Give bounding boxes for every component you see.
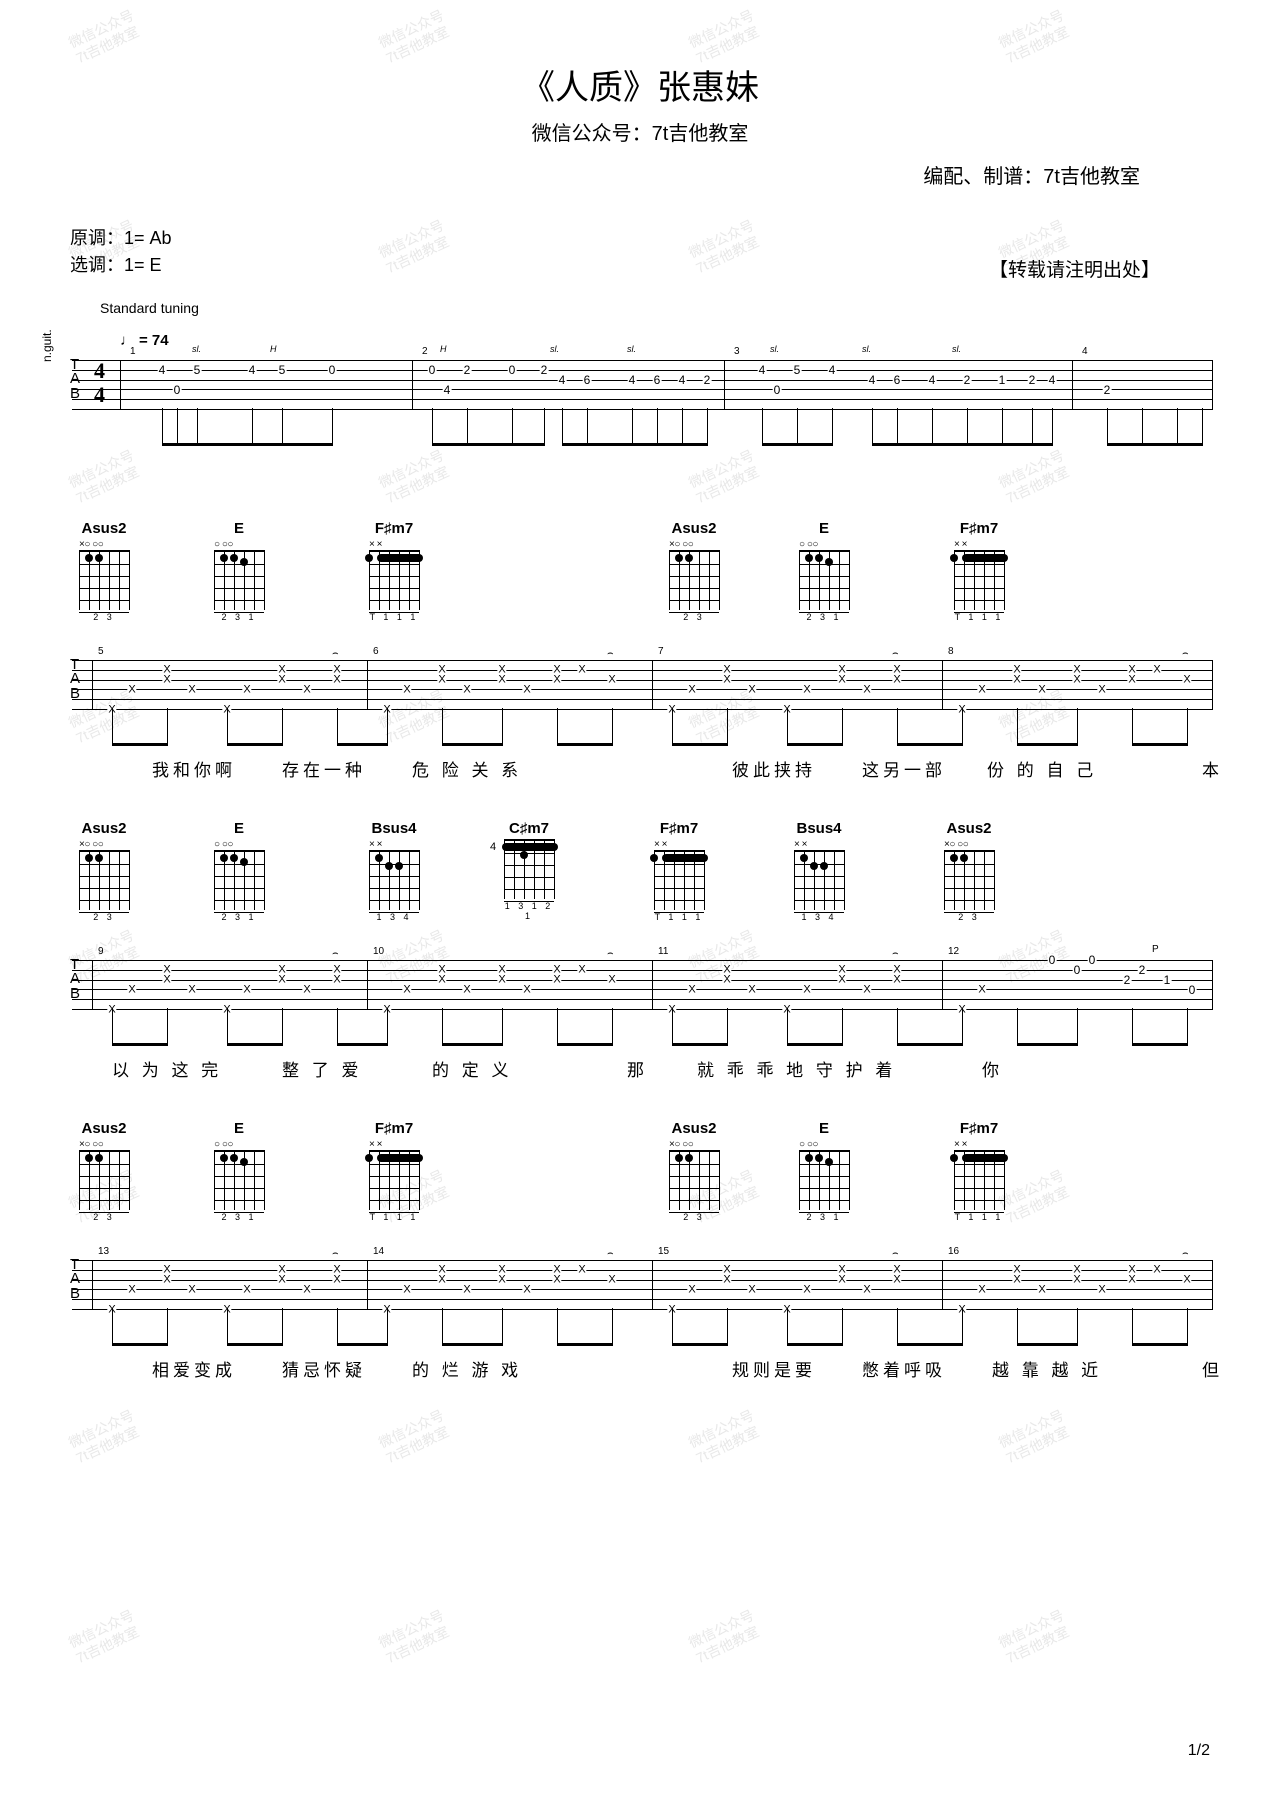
tuning: Standard tuning	[100, 300, 199, 316]
watermark: 微信公众号7t吉他教室	[686, 447, 764, 507]
lyric-segment: 的 烂 游 戏	[412, 1356, 522, 1381]
tempo: = 74	[120, 332, 169, 349]
tab-staff: TAB9101112XXXXXXXXXXXXXXXXXXXXXXXXXXXXXX…	[72, 960, 1212, 1010]
chord-row: Asus2×○ ○○2 3 E○ ○○2 3 1 F♯m7× ×T 1 1 1 Asu…	[72, 1120, 1212, 1230]
chord-diagram-Asus2: Asus2×○ ○○2 3	[77, 820, 131, 922]
chord-diagram-Csm7: C♯m741 3 1 2 1	[502, 820, 556, 921]
chord-diagram-Asus2: Asus2×○ ○○2 3	[667, 520, 721, 622]
reprint-notice: 【转载请注明出处】	[989, 255, 1160, 282]
chord-row: Asus2×○ ○○2 3 E○ ○○2 3 1 F♯m7× ×T 1 1 1 Asu…	[72, 520, 1212, 630]
key-info: 原调：1= Ab 选调：1= E	[70, 225, 172, 279]
credit: 编配、制谱：7t吉他教室	[0, 160, 1280, 189]
chord-diagram-E: E○ ○○2 3 1	[212, 520, 266, 622]
page-number: 1/2	[1188, 1742, 1210, 1760]
watermark: 微信公众号7t吉他教室	[996, 1607, 1074, 1667]
lyric-segment: 但	[1202, 1356, 1223, 1381]
chord-diagram-Asus2: Asus2×○ ○○2 3	[942, 820, 996, 922]
lyric-segment: 规则是要	[732, 1356, 816, 1381]
chord-diagram-Fsm7: F♯m7× ×T 1 1 1	[952, 520, 1006, 622]
sheet-header: 《人质》张惠妹 微信公众号：7t吉他教室	[0, 0, 1280, 146]
lyric-segment: 的 定 义	[432, 1056, 512, 1081]
chord-diagram-E: E○ ○○2 3 1	[797, 1120, 851, 1222]
watermark: 微信公众号7t吉他教室	[66, 447, 144, 507]
lyric-segment: 那	[627, 1056, 648, 1081]
chord-diagram-Fsm7: F♯m7× ×T 1 1 1	[652, 820, 706, 922]
lyric-segment: 彼此挟持	[732, 756, 816, 781]
watermark: 微信公众号7t吉他教室	[376, 217, 454, 277]
chord-diagram-E: E○ ○○2 3 1	[212, 1120, 266, 1222]
lyric-segment: 存在一种	[282, 756, 366, 781]
tab-staff: TAB13141516XXXXXXXXXXXXXXXXXXXXXXXXXXXXX…	[72, 1260, 1212, 1310]
play-key: 选调：1= E	[70, 252, 172, 279]
watermark: 微信公众号7t吉他教室	[996, 1407, 1074, 1467]
lyric-segment: 本	[1202, 756, 1223, 781]
chord-diagram-Asus2: Asus2×○ ○○2 3	[77, 520, 131, 622]
lyric-segment: 整 了 爱	[282, 1056, 362, 1081]
chord-diagram-Fsm7: F♯m7× ×T 1 1 1	[367, 1120, 421, 1222]
lyric-segment: 我和你啊	[152, 756, 236, 781]
tab-staff-intro: TAB441234sl.HHsl.sl.sl.sl.sl.45450002024…	[72, 360, 1212, 410]
lyric-segment: 就 乖 乖 地 守 护 着	[697, 1056, 896, 1081]
chord-diagram-Fsm7: F♯m7× ×T 1 1 1	[952, 1120, 1006, 1222]
watermark: 微信公众号7t吉他教室	[376, 447, 454, 507]
instrument-label: n.guit.	[40, 329, 54, 362]
watermark: 微信公众号7t吉他教室	[686, 1407, 764, 1467]
original-key: 原调：1= Ab	[70, 225, 172, 252]
chord-diagram-E: E○ ○○2 3 1	[212, 820, 266, 922]
tab-staff: TAB5678XXXXXXXXXXXXXXXXXXXXXXXXXXXXXXXXX…	[72, 660, 1212, 710]
chord-diagram-Asus2: Asus2×○ ○○2 3	[667, 1120, 721, 1222]
watermark: 微信公众号7t吉他教室	[376, 1407, 454, 1467]
song-title: 《人质》张惠妹	[0, 60, 1280, 109]
lyric-segment: 危 险 关 系	[412, 756, 522, 781]
lyric-segment: 相爱变成	[152, 1356, 236, 1381]
watermark: 微信公众号7t吉他教室	[66, 1607, 144, 1667]
chord-diagram-Asus2: Asus2×○ ○○2 3	[77, 1120, 131, 1222]
watermark: 微信公众号7t吉他教室	[996, 447, 1074, 507]
lyric-segment: 以 为 这 完	[112, 1056, 222, 1081]
subtitle: 微信公众号：7t吉他教室	[0, 117, 1280, 146]
watermark: 微信公众号7t吉他教室	[686, 1607, 764, 1667]
chord-diagram-Bsus4: Bsus4× ×1 3 4	[367, 820, 421, 922]
lyric-segment: 这另一部	[862, 756, 946, 781]
watermark: 微信公众号7t吉他教室	[686, 217, 764, 277]
watermark: 微信公众号7t吉他教室	[66, 1407, 144, 1467]
lyric-segment: 份 的 自 己	[987, 756, 1097, 781]
lyric-segment: 越 靠 越 近	[992, 1356, 1102, 1381]
chord-diagram-E: E○ ○○2 3 1	[797, 520, 851, 622]
chord-diagram-Fsm7: F♯m7× ×T 1 1 1	[367, 520, 421, 622]
chord-diagram-Bsus4: Bsus4× ×1 3 4	[792, 820, 846, 922]
watermark: 微信公众号7t吉他教室	[376, 1607, 454, 1667]
lyric-segment: 你	[982, 1056, 1003, 1081]
chord-row: Asus2×○ ○○2 3 E○ ○○2 3 1 Bsus4× ×1 3 4 C♯m7…	[72, 820, 1212, 930]
lyric-segment: 憋着呼吸	[862, 1356, 946, 1381]
lyric-segment: 猜忌怀疑	[282, 1356, 366, 1381]
